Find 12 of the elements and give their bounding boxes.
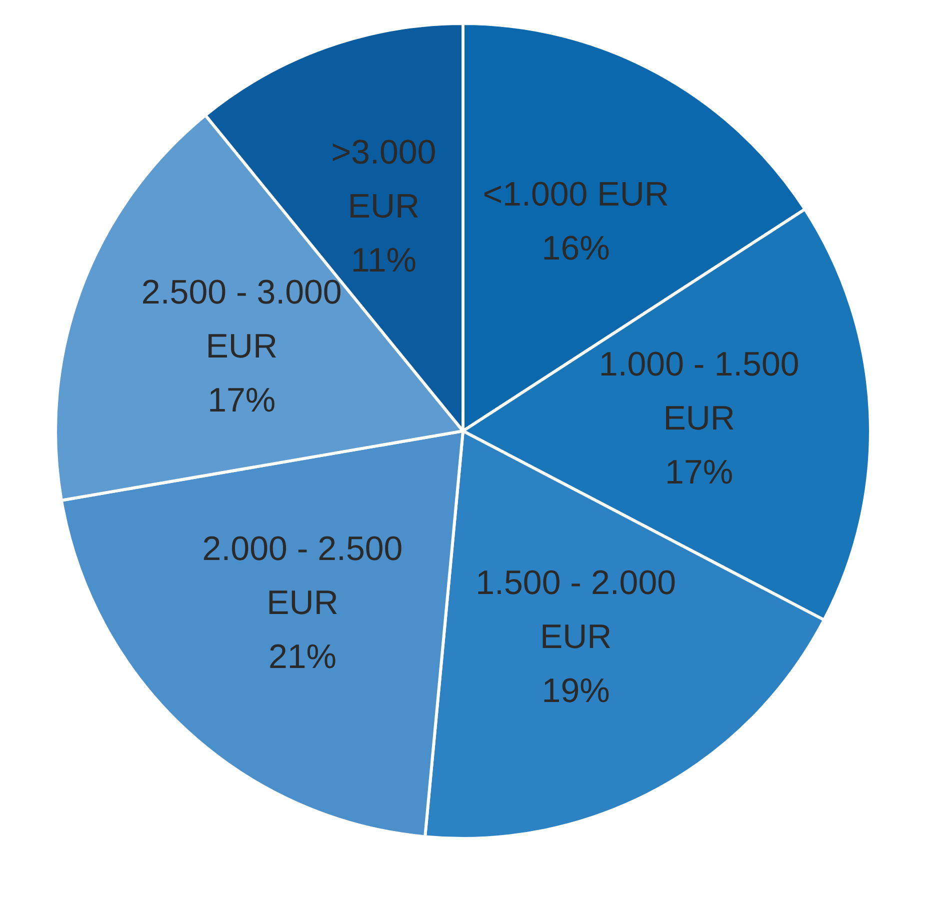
slice-label: >3.000 EUR [331, 134, 436, 226]
data-label: 21% [268, 638, 337, 676]
data-label: 11% [350, 242, 416, 280]
data-label: 17% [665, 453, 734, 492]
slice-label: 1.000 - 1.500 EUR [598, 345, 800, 438]
slice-label: 1.500 - 2.000 EUR [476, 564, 676, 656]
data-label: 19% [542, 672, 610, 710]
slice-label: 2.000 - 2.500 EUR [202, 530, 403, 622]
slice-label: <1.000 EUR [482, 176, 669, 214]
data-label: 17% [208, 382, 276, 420]
data-label: 16% [542, 230, 610, 268]
slice-label: 2.500 - 3.000 EUR [141, 274, 342, 366]
